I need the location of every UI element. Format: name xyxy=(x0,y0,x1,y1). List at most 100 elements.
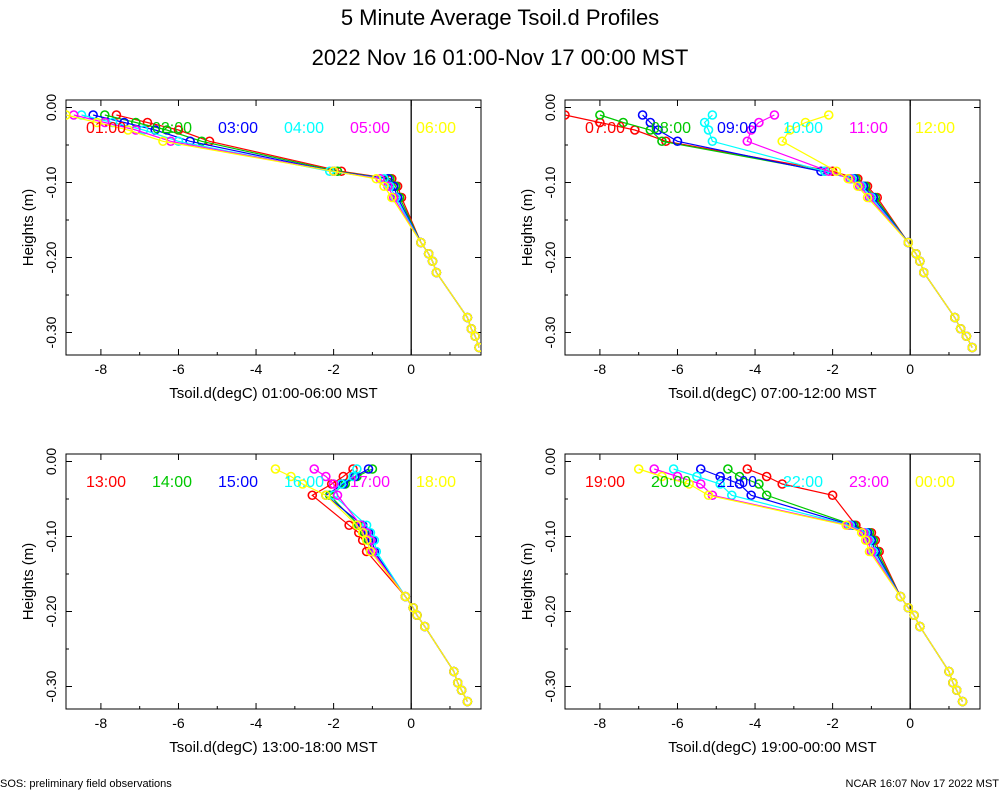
data-point xyxy=(723,464,733,474)
data-point xyxy=(695,479,706,489)
x-tick-label: 0 xyxy=(407,715,415,731)
x-tick-label: -8 xyxy=(95,715,108,731)
data-point xyxy=(466,323,477,334)
plot-frame xyxy=(564,99,981,356)
x-tick-label: -2 xyxy=(327,715,340,731)
data-point xyxy=(270,464,281,474)
x-tick-label: -6 xyxy=(671,715,684,731)
legend-label: 21:00 xyxy=(717,474,757,491)
data-point xyxy=(618,117,628,128)
data-point xyxy=(777,479,787,489)
data-point xyxy=(761,490,772,501)
data-point xyxy=(703,490,714,501)
panel-1: -8 -6 -4 -2 0 0.00 -0.10 -0.20 -0.30 Tsoil.d(degC… xyxy=(20,94,482,402)
data-point xyxy=(769,110,780,120)
series-line-0700 xyxy=(565,114,973,348)
series-group xyxy=(66,110,481,353)
data-point xyxy=(699,117,710,128)
data-point xyxy=(860,535,871,546)
series-line-2100 xyxy=(700,468,964,702)
data-point xyxy=(951,685,962,696)
y-tick-label: -0.20 xyxy=(43,241,59,273)
legend-label: 13:00 xyxy=(86,474,126,491)
legend-label: 11:00 xyxy=(849,120,888,137)
data-point xyxy=(361,535,372,546)
data-point xyxy=(412,610,422,621)
data-point xyxy=(142,117,153,128)
legend-label: 00:00 xyxy=(915,474,955,491)
data-point xyxy=(595,110,605,120)
data-point xyxy=(352,464,362,474)
panels-container: -8 -6 -4 -2 0 0.00 -0.10 -0.20 -0.30 Tsoil.d(degC… xyxy=(20,94,981,756)
x-tick-label: -8 xyxy=(95,361,108,377)
series-line-2000 xyxy=(727,468,964,702)
y-tick-label: -0.10 xyxy=(43,520,59,552)
data-point xyxy=(321,471,331,482)
x-axis-label: Tsoil.d(degC) 07:00-12:00 MST xyxy=(668,385,876,402)
data-point xyxy=(363,464,374,474)
data-point xyxy=(823,110,834,120)
data-point xyxy=(474,342,481,353)
data-point xyxy=(800,117,811,128)
x-tick-label: 0 xyxy=(906,715,914,731)
plot-frame xyxy=(65,453,482,710)
y-tick-label: -0.30 xyxy=(43,316,59,348)
plot-frame xyxy=(564,453,981,710)
series-line-0400 xyxy=(81,114,480,348)
x-tick-label: -4 xyxy=(749,361,762,377)
data-point xyxy=(957,696,968,707)
series-line-0500 xyxy=(73,114,480,348)
y-axis-label: Heights (m) xyxy=(20,543,37,621)
data-point xyxy=(668,464,679,474)
y-tick-label: -0.20 xyxy=(43,595,59,627)
data-point xyxy=(777,136,787,147)
data-point xyxy=(328,166,339,177)
data-point xyxy=(672,136,683,147)
x-axis-label: Tsoil.d(degC) 19:00-00:00 MST xyxy=(668,739,876,756)
data-point xyxy=(328,479,339,489)
series-group xyxy=(565,110,978,353)
x-tick-label: -6 xyxy=(172,361,185,377)
series-line-2200 xyxy=(673,468,964,702)
data-point xyxy=(371,173,382,184)
y-axis-label: Heights (m) xyxy=(519,189,536,267)
chart-title: 5 Minute Average Tsoil.d Profiles xyxy=(341,5,659,30)
legend-label: 14:00 xyxy=(152,474,192,491)
y-tick-label: -0.30 xyxy=(43,670,59,702)
data-point xyxy=(944,666,954,677)
data-point xyxy=(653,125,663,135)
x-tick-label: -4 xyxy=(250,715,263,731)
data-point xyxy=(348,471,358,482)
series-line-0000 xyxy=(638,468,964,702)
data-point xyxy=(321,490,331,501)
data-point xyxy=(707,110,718,120)
data-point xyxy=(827,490,838,501)
legend-label: 20:00 xyxy=(651,474,691,491)
data-point xyxy=(66,110,71,120)
series-line-1200 xyxy=(781,114,973,348)
data-point xyxy=(843,173,853,184)
data-point xyxy=(365,546,376,557)
data-point xyxy=(431,267,442,278)
footer-right: NCAR 16:07 Nov 17 2022 MST xyxy=(846,778,1000,790)
data-point xyxy=(853,181,863,192)
data-point xyxy=(909,610,919,621)
data-point xyxy=(286,471,296,482)
data-point xyxy=(918,267,929,278)
data-point xyxy=(379,181,389,192)
data-point xyxy=(307,490,318,501)
y-tick-label: -0.30 xyxy=(542,316,558,348)
panel-4: -8 -6 -4 -2 0 0.00 -0.10 -0.20 -0.30 Tsoil.d(degC… xyxy=(519,448,981,756)
data-point xyxy=(915,621,925,632)
data-point xyxy=(119,117,129,128)
series-line-1000 xyxy=(703,114,973,348)
x-tick-label: -8 xyxy=(594,715,607,731)
data-point xyxy=(357,527,368,538)
data-point xyxy=(657,471,667,482)
data-point xyxy=(742,464,753,474)
series-line-0300 xyxy=(92,114,480,348)
legend-label: 23:00 xyxy=(849,474,889,491)
data-point xyxy=(967,342,978,353)
data-point xyxy=(452,677,463,688)
data-point xyxy=(895,591,906,602)
